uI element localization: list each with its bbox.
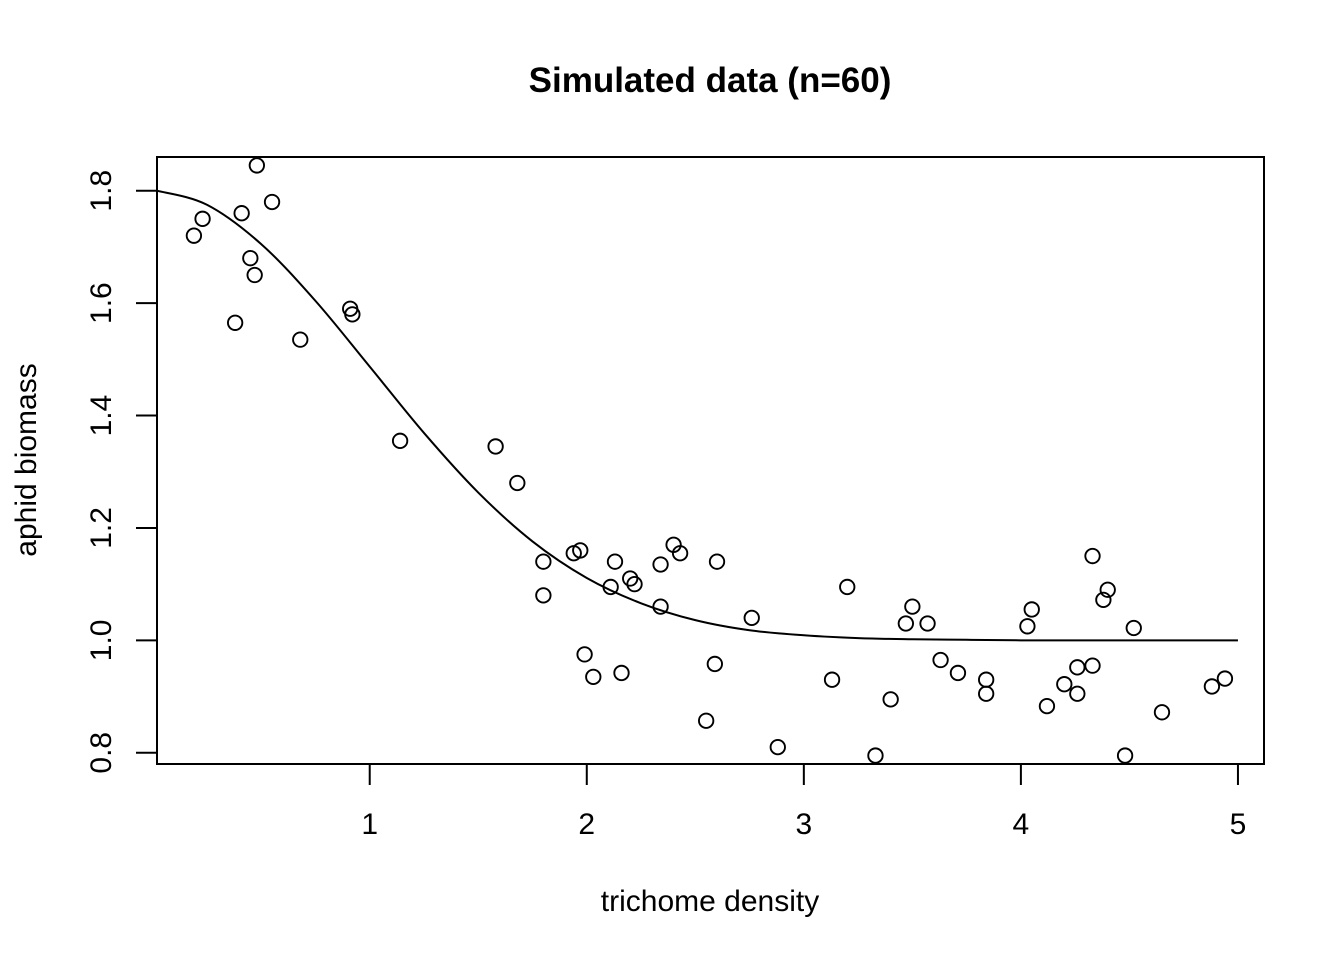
data-point xyxy=(904,598,921,615)
data-points-layer xyxy=(185,157,1234,764)
plot-frame xyxy=(156,156,1265,765)
data-point xyxy=(391,432,409,449)
data-point xyxy=(626,575,643,593)
data-point xyxy=(1023,601,1040,618)
data-point xyxy=(248,157,265,174)
fitted-curve xyxy=(156,189,1238,642)
data-point xyxy=(226,314,244,331)
x-tick-label: 3 xyxy=(795,808,812,841)
x-axis-label: trichome density xyxy=(601,885,819,918)
data-point xyxy=(535,587,552,604)
data-point xyxy=(978,685,995,702)
data-point xyxy=(602,578,619,596)
data-point xyxy=(652,598,669,615)
data-point xyxy=(344,306,361,323)
y-tick-label: 1.6 xyxy=(85,282,118,324)
data-point xyxy=(185,227,203,244)
data-point xyxy=(882,691,899,708)
data-point xyxy=(867,747,884,764)
data-point xyxy=(932,651,949,669)
data-point xyxy=(1099,581,1116,598)
y-axis-label: aphid biomass xyxy=(10,363,43,556)
data-point xyxy=(576,646,593,663)
data-point xyxy=(1019,618,1036,635)
y-tick-label: 1.4 xyxy=(85,395,118,437)
data-point xyxy=(1116,747,1134,764)
data-point xyxy=(823,671,841,688)
y-tick-label: 1.8 xyxy=(85,170,118,212)
chart-title: Simulated data (n=60) xyxy=(529,61,892,100)
x-tick-label: 1 xyxy=(361,808,378,841)
data-point xyxy=(1084,547,1101,565)
data-point xyxy=(585,668,602,686)
data-point xyxy=(1084,657,1101,674)
data-point xyxy=(606,553,624,570)
data-point xyxy=(487,438,504,455)
data-point xyxy=(919,615,936,632)
x-axis: 1 2 3 4 5 xyxy=(361,763,1247,841)
fitted-curve-layer xyxy=(156,189,1238,642)
data-point xyxy=(769,738,786,756)
data-point xyxy=(1038,697,1056,715)
data-point xyxy=(572,542,589,559)
y-axis: 0.8 1.0 1.2 1.4 1.6 1.8 xyxy=(85,170,158,774)
data-point xyxy=(839,578,856,596)
data-point xyxy=(708,553,726,570)
x-tick-label: 2 xyxy=(578,808,595,841)
data-point xyxy=(1216,670,1234,687)
data-point xyxy=(1203,678,1221,695)
data-point xyxy=(263,193,281,211)
data-point xyxy=(1069,685,1086,702)
data-point xyxy=(242,250,259,267)
data-point xyxy=(194,210,211,227)
data-point xyxy=(706,655,723,673)
data-point xyxy=(897,615,915,632)
x-tick-label: 4 xyxy=(1013,808,1030,841)
data-point xyxy=(671,545,689,562)
data-point xyxy=(613,664,630,682)
data-point xyxy=(949,664,967,682)
data-point xyxy=(978,671,995,688)
data-point xyxy=(509,474,526,492)
y-tick-label: 0.8 xyxy=(85,732,118,774)
data-point xyxy=(1095,591,1112,609)
data-point xyxy=(535,553,552,570)
data-point xyxy=(1153,704,1171,721)
data-point xyxy=(1056,676,1073,693)
y-tick-label: 1.0 xyxy=(85,619,118,661)
data-point xyxy=(246,266,263,284)
data-point xyxy=(292,331,309,348)
data-point xyxy=(1069,659,1086,676)
x-tick-label: 5 xyxy=(1230,808,1247,841)
data-point xyxy=(233,205,250,222)
data-point xyxy=(743,609,760,627)
data-point xyxy=(652,556,669,573)
data-point xyxy=(1125,619,1142,637)
y-tick-label: 1.2 xyxy=(85,507,118,549)
data-point xyxy=(698,712,715,729)
